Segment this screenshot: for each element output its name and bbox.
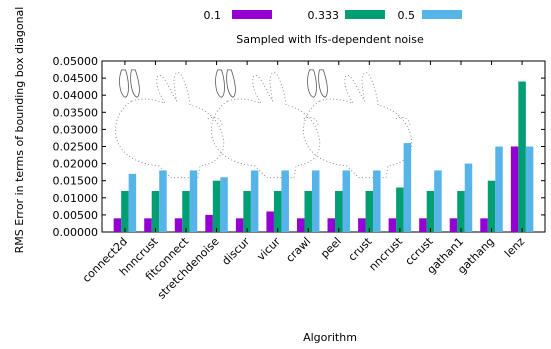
bar: [189, 170, 198, 232]
legend-swatch: [345, 10, 385, 19]
bar: [342, 170, 351, 232]
x-category-label: lenz: [502, 235, 527, 260]
bar: [128, 173, 137, 232]
bar: [487, 180, 496, 232]
y-tick-label: 0.01500: [53, 175, 99, 188]
bar: [396, 187, 404, 232]
y-tick-label: 0.05000: [53, 55, 99, 68]
y-tick-label: 0.03000: [53, 123, 99, 136]
bar: [327, 218, 336, 232]
bunny-outline-2: [210, 69, 321, 179]
bar: [296, 218, 305, 232]
bar: [365, 190, 374, 232]
bar: [250, 170, 259, 232]
bar: [403, 143, 412, 232]
bar: [266, 211, 274, 232]
bar: [281, 170, 289, 232]
bar: [182, 190, 190, 232]
bar: [151, 190, 160, 232]
x-category-label: discur: [219, 235, 252, 268]
bars: [113, 81, 534, 233]
bar: [311, 170, 320, 232]
x-axis-title: Algorithm: [303, 331, 357, 344]
bar: [243, 190, 251, 232]
legend-label: 0.5: [398, 9, 416, 22]
x-category-label: vicur: [254, 235, 283, 264]
y-axis-title: RMS Error in terms of bounding box diago…: [13, 7, 26, 254]
bar: [121, 190, 129, 232]
bunny-outline-3: [302, 69, 413, 179]
bar: [304, 190, 312, 232]
bar: [174, 218, 183, 232]
y-tick-label: 0.00500: [53, 209, 99, 222]
y-tick-label: 0.02500: [53, 141, 99, 154]
bar: [464, 163, 473, 232]
bar: [434, 170, 442, 232]
bar: [525, 146, 534, 232]
bar: [426, 190, 435, 232]
bar: [205, 214, 213, 232]
x-axis: connect2dhnncrustfitconnectstretchdenois…: [80, 61, 527, 302]
bar: [495, 146, 503, 232]
bar: [212, 180, 221, 232]
legend-swatch: [232, 10, 272, 19]
bar: [358, 218, 366, 232]
x-category-label: nncrust: [366, 234, 405, 273]
bar: [388, 218, 397, 232]
bar: [449, 218, 458, 232]
y-tick-label: 0.00000: [53, 226, 99, 239]
bar: [113, 218, 122, 232]
bar: [159, 170, 167, 232]
bar: [144, 218, 152, 232]
y-tick-label: 0.01000: [53, 192, 99, 205]
bar: [273, 190, 282, 232]
y-axis: 0.00000 0.00500 0.01000 0.01500 0.02000 0.025…: [53, 55, 545, 239]
bar: [335, 190, 343, 232]
bunny-outline-images: [114, 69, 413, 179]
bar: [510, 146, 519, 232]
legend-label: 0.333: [308, 9, 340, 22]
legend-label: 0.1: [204, 9, 222, 22]
legend: 0.1 0.333 0.5: [204, 9, 462, 22]
y-tick-label: 0.04500: [53, 72, 99, 85]
bar: [457, 190, 465, 232]
chart-title: Sampled with lfs-dependent noise: [236, 33, 424, 46]
legend-swatch: [422, 10, 462, 19]
x-category-label: crawl: [283, 235, 313, 265]
y-tick-label: 0.02000: [53, 158, 99, 171]
y-tick-label: 0.04000: [53, 89, 99, 102]
bar: [419, 218, 427, 232]
bar: [480, 218, 488, 232]
x-category-label: peel: [318, 235, 344, 261]
bunny-outline-1: [114, 69, 225, 179]
x-category-label: connect2d: [80, 235, 130, 285]
bar: [220, 177, 228, 232]
bar: [373, 170, 381, 232]
bar: [518, 81, 526, 233]
bar: [235, 218, 244, 232]
y-tick-label: 0.03500: [53, 106, 99, 119]
